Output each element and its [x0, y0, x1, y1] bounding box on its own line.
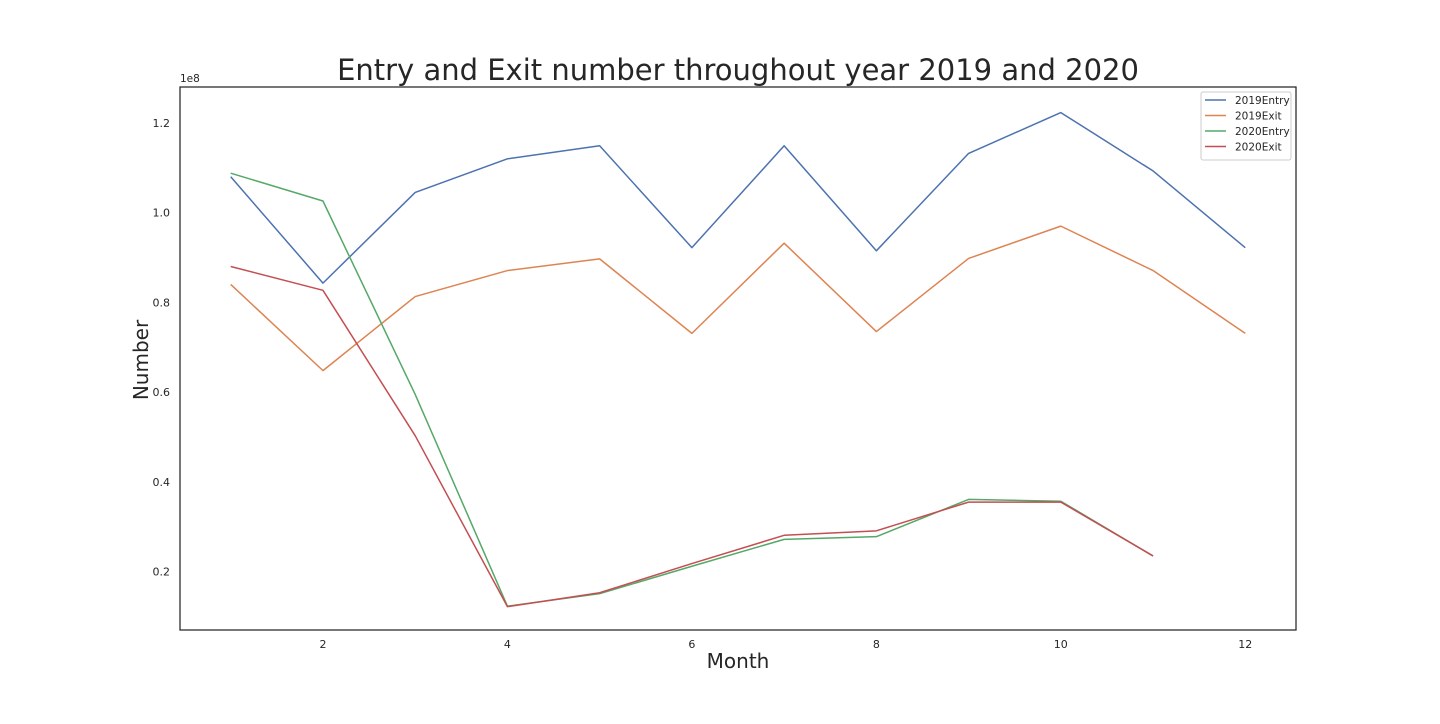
y-tick-label: 1.0 — [153, 207, 171, 220]
x-tick-label: 10 — [1054, 638, 1068, 651]
y-axis-label: Number — [129, 319, 153, 400]
y-tick-label: 0.4 — [153, 476, 171, 489]
y-tick-label: 1.2 — [153, 117, 171, 130]
chart-title: Entry and Exit number throughout year 20… — [337, 53, 1139, 87]
x-axis-label: Month — [707, 649, 770, 673]
legend: 2019Entry 2019Exit 2020Entry 2020Exit — [1200, 91, 1292, 161]
x-tick-label: 12 — [1238, 638, 1252, 651]
axes-layer: 2 4 6 8 10 12 0.2 0.4 0.6 0.8 1.0 1.2 — [153, 86, 1297, 651]
legend-label: 2020Exit — [1235, 142, 1282, 154]
series-line-2020Exit — [230, 265, 1154, 608]
y-axis-offset-label: 1e8 — [180, 73, 200, 85]
x-tick-label: 8 — [873, 638, 880, 651]
y-tick-label: 0.6 — [153, 386, 171, 399]
plot-layer — [230, 111, 1246, 608]
y-tick-label: 0.8 — [153, 296, 171, 309]
plot-frame — [179, 86, 1297, 631]
series-line-2019Exit — [230, 225, 1246, 372]
legend-label: 2019Exit — [1235, 111, 1282, 123]
legend-box — [1200, 91, 1292, 161]
x-tick-label: 4 — [504, 638, 511, 651]
series-line-2019Entry — [230, 111, 1246, 284]
series-line-2020Entry — [230, 172, 1154, 607]
y-tick-label: 0.2 — [153, 566, 171, 579]
legend-label: 2019Entry — [1235, 95, 1290, 107]
x-tick-label: 6 — [688, 638, 695, 651]
x-tick-label: 2 — [319, 638, 326, 651]
legend-label: 2020Entry — [1235, 126, 1290, 138]
